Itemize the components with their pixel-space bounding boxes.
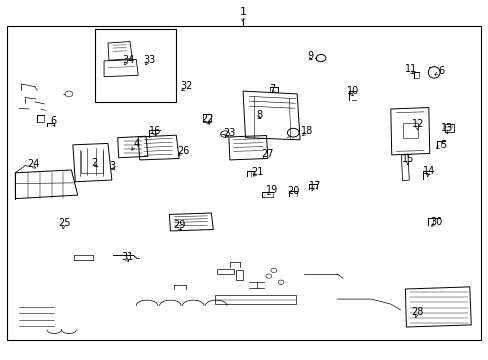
Text: 3: 3 — [110, 161, 116, 171]
Text: 9: 9 — [307, 51, 313, 61]
Text: 33: 33 — [143, 54, 155, 64]
Text: 12: 12 — [411, 120, 424, 129]
Text: 4: 4 — [133, 139, 139, 149]
Bar — [95, 30, 176, 102]
Text: 11: 11 — [405, 64, 417, 74]
Bar — [217, 269, 233, 274]
Text: 26: 26 — [177, 145, 189, 156]
Text: 21: 21 — [251, 167, 264, 177]
Text: 1: 1 — [239, 7, 246, 17]
Text: 18: 18 — [300, 126, 312, 136]
Text: 16: 16 — [149, 126, 161, 135]
Text: 29: 29 — [173, 220, 185, 230]
Text: 19: 19 — [265, 185, 278, 195]
Text: 17: 17 — [308, 181, 320, 191]
Text: 32: 32 — [181, 81, 193, 91]
Text: 23: 23 — [223, 128, 235, 138]
Text: 22: 22 — [201, 114, 213, 125]
Text: 6: 6 — [50, 116, 56, 126]
Bar — [6, 26, 480, 339]
Text: 27: 27 — [261, 149, 273, 159]
Text: 10: 10 — [346, 86, 358, 96]
Bar — [235, 270, 242, 280]
Bar — [445, 124, 453, 132]
Text: 6: 6 — [437, 66, 443, 76]
Bar — [202, 114, 211, 122]
Text: 13: 13 — [440, 123, 452, 133]
Text: 2: 2 — [91, 158, 98, 168]
Text: 20: 20 — [287, 186, 299, 197]
Text: 30: 30 — [429, 217, 441, 226]
Text: 14: 14 — [422, 166, 434, 176]
Text: 7: 7 — [269, 84, 275, 94]
Text: 8: 8 — [256, 110, 262, 120]
Text: 25: 25 — [58, 218, 70, 228]
Text: 34: 34 — [122, 54, 134, 64]
Bar — [403, 123, 417, 138]
Text: 5: 5 — [439, 140, 445, 150]
Text: 15: 15 — [401, 154, 414, 164]
Text: 24: 24 — [27, 159, 40, 169]
Text: 28: 28 — [410, 307, 423, 317]
Text: 31: 31 — [121, 252, 133, 262]
Bar — [215, 295, 295, 304]
